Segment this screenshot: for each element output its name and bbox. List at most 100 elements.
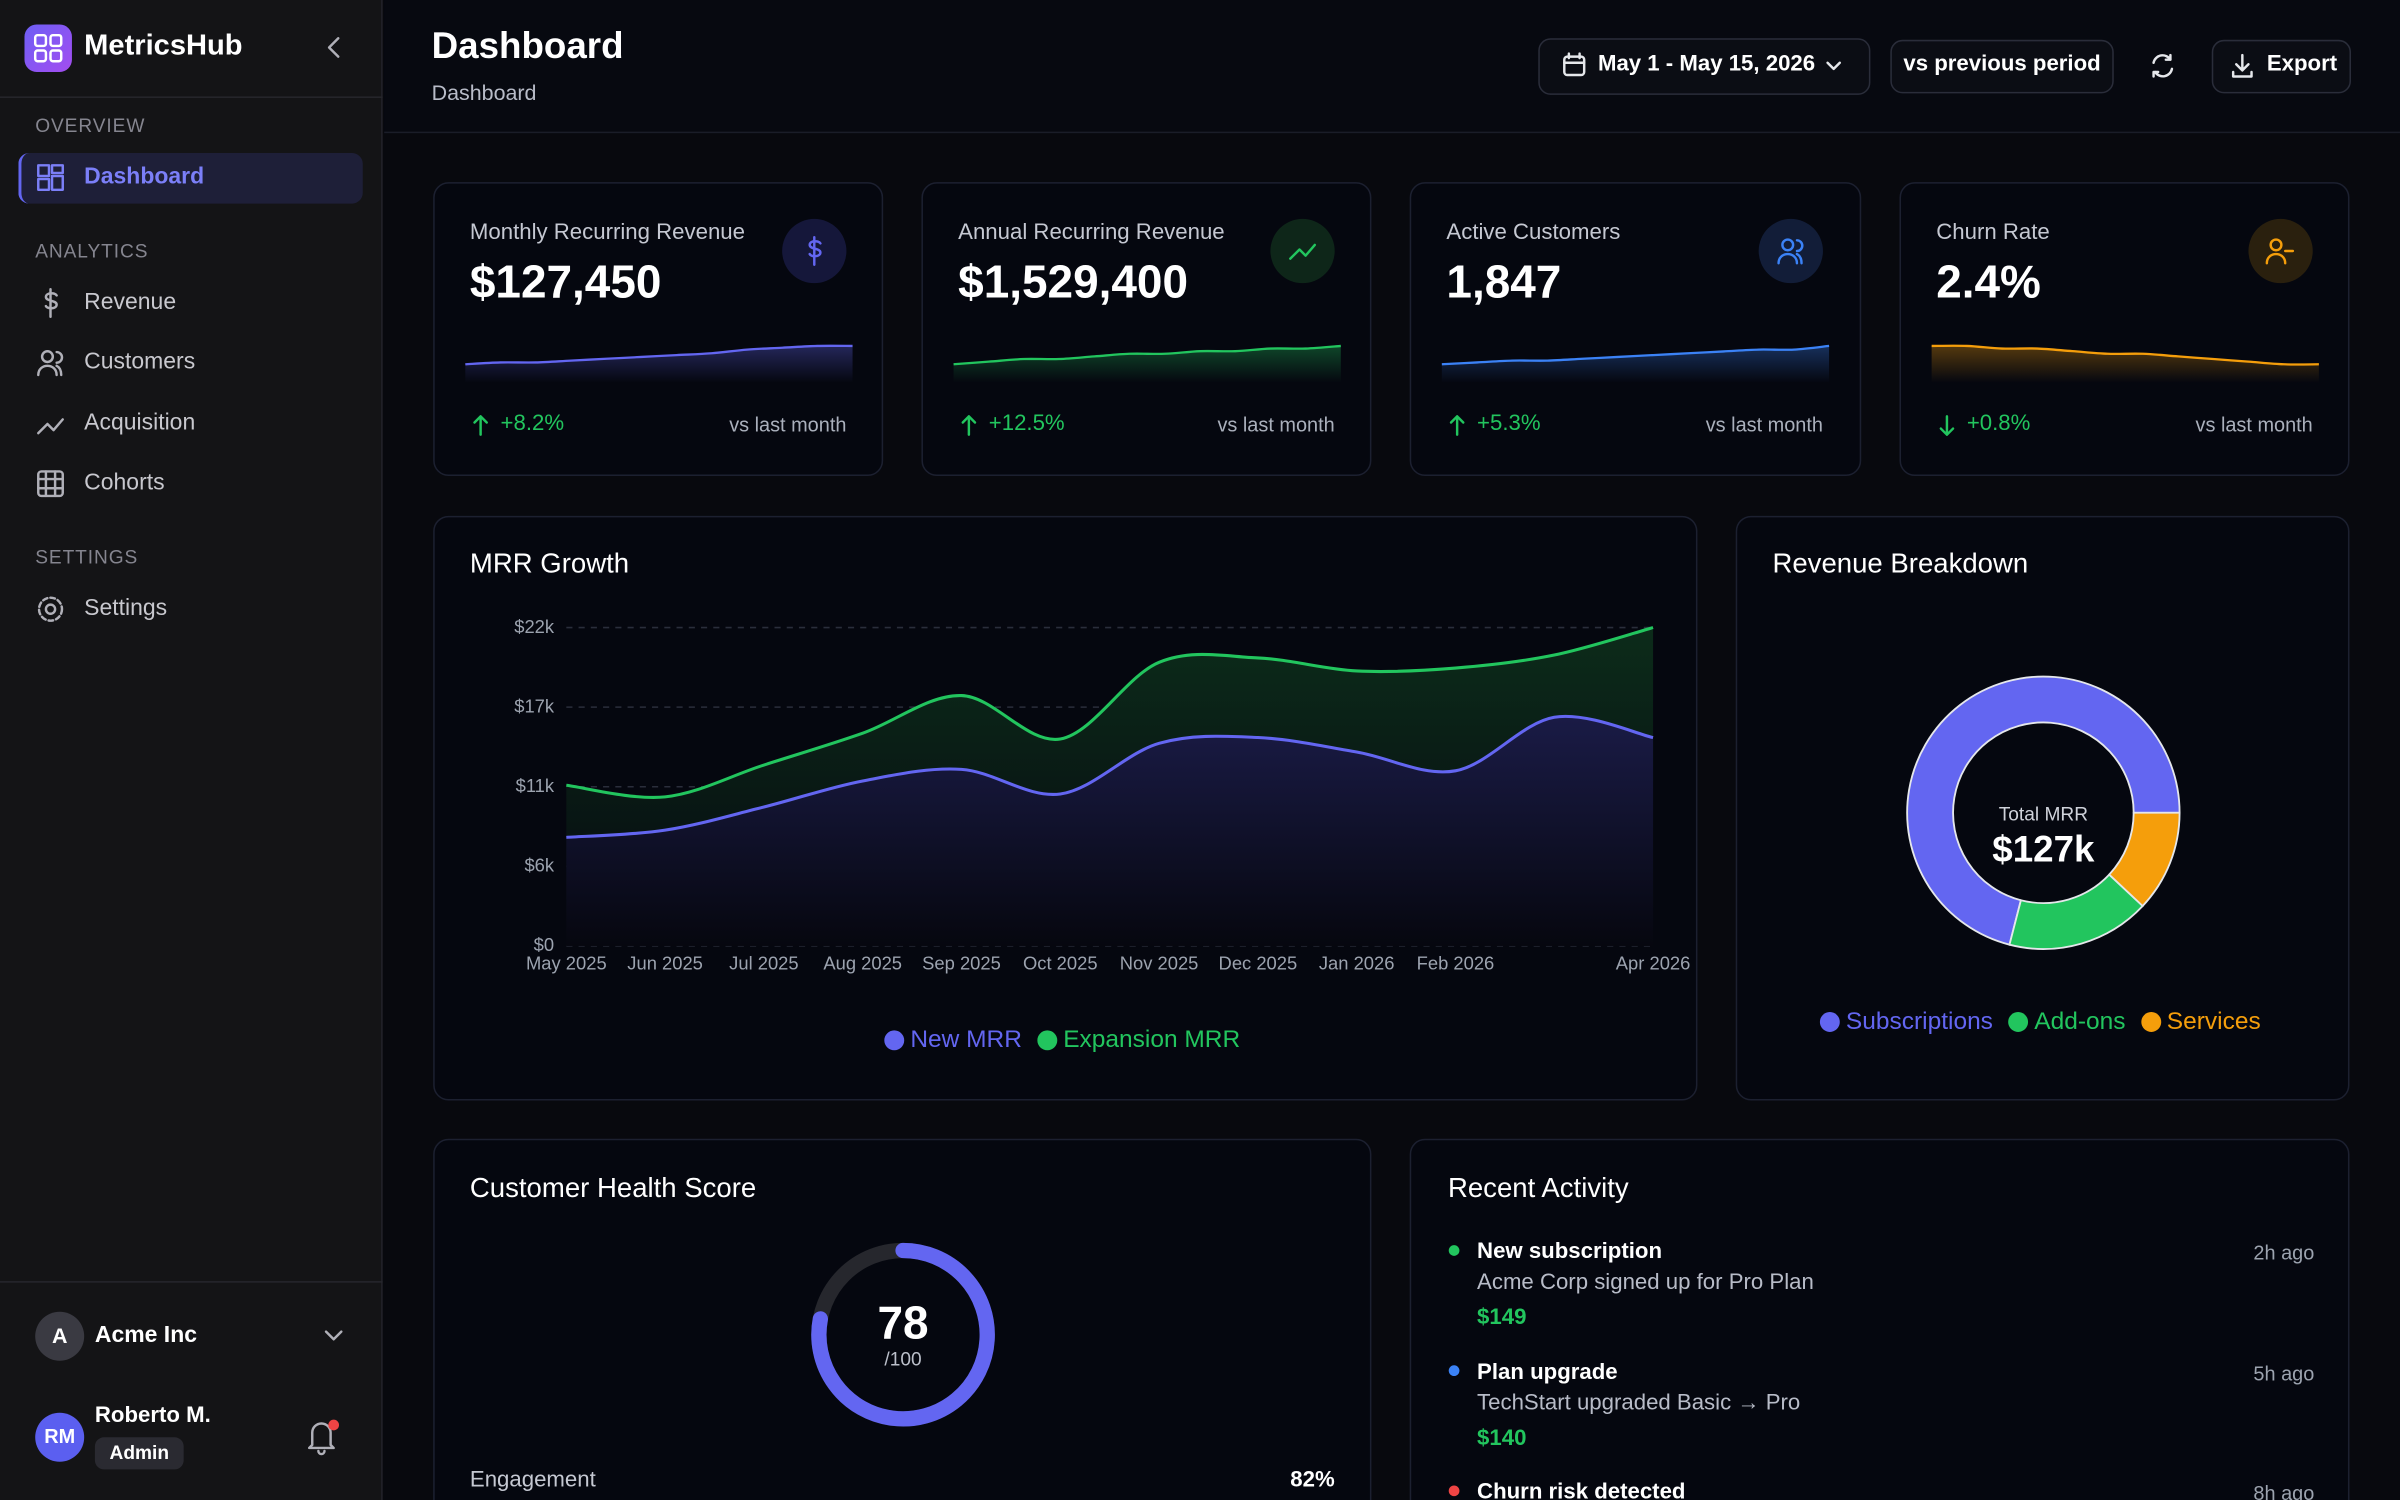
legend-label[interactable]: Expansion MRR: [1063, 1027, 1241, 1054]
card-title: Customer Health Score: [469, 1172, 757, 1204]
sidebar: [0, 0, 383, 1500]
x-tick-label: Jun 2025: [627, 952, 703, 975]
revenue-icon: [44, 288, 58, 319]
customers-icon: [37, 350, 64, 377]
x-tick-label: Dec 2025: [1218, 952, 1298, 975]
y-tick-label: $0: [533, 934, 555, 956]
collapse-icon[interactable]: [327, 37, 340, 58]
chart-title: MRR Growth: [469, 548, 630, 579]
legend-swatch: [2140, 1012, 2161, 1033]
line: [566, 714, 1654, 839]
nav-item[interactable]: Dashboard: [84, 163, 205, 190]
kpi-value: 2.4%: [1936, 257, 2041, 309]
metric-value: 82%: [1290, 1467, 1335, 1493]
compare-button[interactable]: [1890, 39, 2114, 94]
sparkline-area: [953, 345, 1341, 383]
role-badge: [94, 1437, 184, 1470]
brand-icon: [33, 33, 63, 63]
nav-active[interactable]: [18, 153, 363, 204]
x-tick-label: Oct 2025: [1023, 952, 1098, 975]
gauge-max: /100: [884, 1348, 922, 1371]
kpi-value: $1,529,400: [958, 257, 1188, 309]
gauge-score: 78: [877, 1298, 929, 1350]
kpi-change: +0.8%: [1966, 411, 2031, 437]
sparkline: [465, 344, 853, 366]
sparkline: [1441, 344, 1830, 366]
legend-swatch: [2008, 1012, 2029, 1033]
kpi-label: Churn Rate: [1936, 220, 2050, 245]
cohorts-icon: [37, 470, 64, 498]
x-tick-label: Apr 2026: [1615, 952, 1691, 975]
bell-icon[interactable]: [307, 1422, 335, 1456]
activity-title: Plan upgrade: [1477, 1359, 1618, 1385]
kpi-label: Active Customers: [1446, 220, 1621, 245]
legend: New MRR Expansion MRR: [875, 1027, 1240, 1054]
export-label[interactable]: Export: [2266, 52, 2338, 77]
org-chevron[interactable]: [324, 1330, 343, 1341]
date-range-button[interactable]: [1538, 38, 1871, 95]
date-range[interactable]: May 1 - May 15, 2026: [1597, 52, 1816, 77]
legend: Subscriptions Add-ons Services: [1811, 1009, 2261, 1036]
x-tick-label: Jul 2025: [729, 952, 799, 975]
activity-time: 8h ago: [2253, 1481, 2315, 1500]
nav-item[interactable]: Customers: [84, 348, 196, 375]
refresh-icon: [2152, 53, 2174, 78]
trend-arrow: [961, 415, 977, 436]
chevron-icon: [1826, 61, 1842, 71]
kpi-label: Annual Recurring Revenue: [958, 220, 1225, 245]
calendar-icon: [1563, 52, 1586, 77]
trend-arrow: [1449, 415, 1465, 436]
breadcrumb: Dashboard: [431, 80, 537, 105]
divider: [0, 96, 383, 98]
sparkline: [1931, 344, 2319, 366]
activity-amount: $140: [1477, 1425, 1527, 1451]
nav-section-title: ANALYTICS: [35, 240, 149, 262]
legend-swatch: [1819, 1012, 1840, 1033]
kpi-value: $127,450: [469, 257, 662, 309]
y-tick-label: $11k: [515, 775, 555, 797]
user-avatar[interactable]: [35, 1412, 85, 1462]
x-tick-label: Nov 2025: [1119, 952, 1199, 975]
legend-label[interactable]: New MRR: [910, 1027, 1022, 1054]
x-tick-label: Jan 2026: [1318, 952, 1395, 975]
user-name: Roberto M.: [94, 1403, 211, 1429]
activity-description: TechStart upgraded Basic → Pro: [1477, 1390, 1801, 1416]
dollar-icon: [808, 236, 822, 267]
acquisition-icon: [37, 418, 64, 435]
trend-arrow: [1939, 415, 1955, 436]
user-role: Admin: [109, 1442, 170, 1464]
legend-label[interactable]: Subscriptions: [1845, 1008, 1993, 1036]
notification-dot: [328, 1419, 340, 1431]
nav-item[interactable]: Settings: [84, 595, 168, 622]
nav-item[interactable]: Acquisition: [84, 409, 196, 436]
user-minus-icon: [2265, 238, 2295, 265]
kpi-icon-bg: [1758, 218, 1823, 284]
metric-name: Engagement: [469, 1467, 596, 1493]
center-value: $127k: [1992, 829, 2095, 871]
nav-item[interactable]: Cohorts: [84, 469, 165, 496]
sparkline: [953, 344, 1341, 366]
health-card: [433, 1138, 1372, 1500]
y-tick-label: $6k: [524, 854, 555, 877]
brand-logo: [24, 24, 72, 72]
donut-segment: [2107, 811, 2181, 908]
nav-item[interactable]: Revenue: [84, 288, 177, 315]
org-avatar[interactable]: [35, 1311, 85, 1361]
kpi-change: +5.3%: [1477, 411, 1541, 437]
export-button[interactable]: [2211, 39, 2352, 94]
activity-title: New subscription: [1477, 1239, 1663, 1265]
kpi-change: +12.5%: [988, 411, 1065, 437]
org-name[interactable]: Acme Inc: [94, 1322, 197, 1349]
activity-title: Churn risk detected: [1477, 1480, 1686, 1500]
nav-section-title: SETTINGS: [35, 546, 139, 569]
legend-label[interactable]: Add-ons: [2034, 1008, 2126, 1036]
activity-dot: [1448, 1365, 1460, 1377]
legend-label[interactable]: Services: [2166, 1008, 2261, 1036]
divider: [0, 1281, 383, 1283]
compare-label[interactable]: vs previous period: [1903, 52, 2101, 77]
x-tick-label: Sep 2025: [922, 952, 1001, 975]
users-icon: [1777, 238, 1804, 265]
